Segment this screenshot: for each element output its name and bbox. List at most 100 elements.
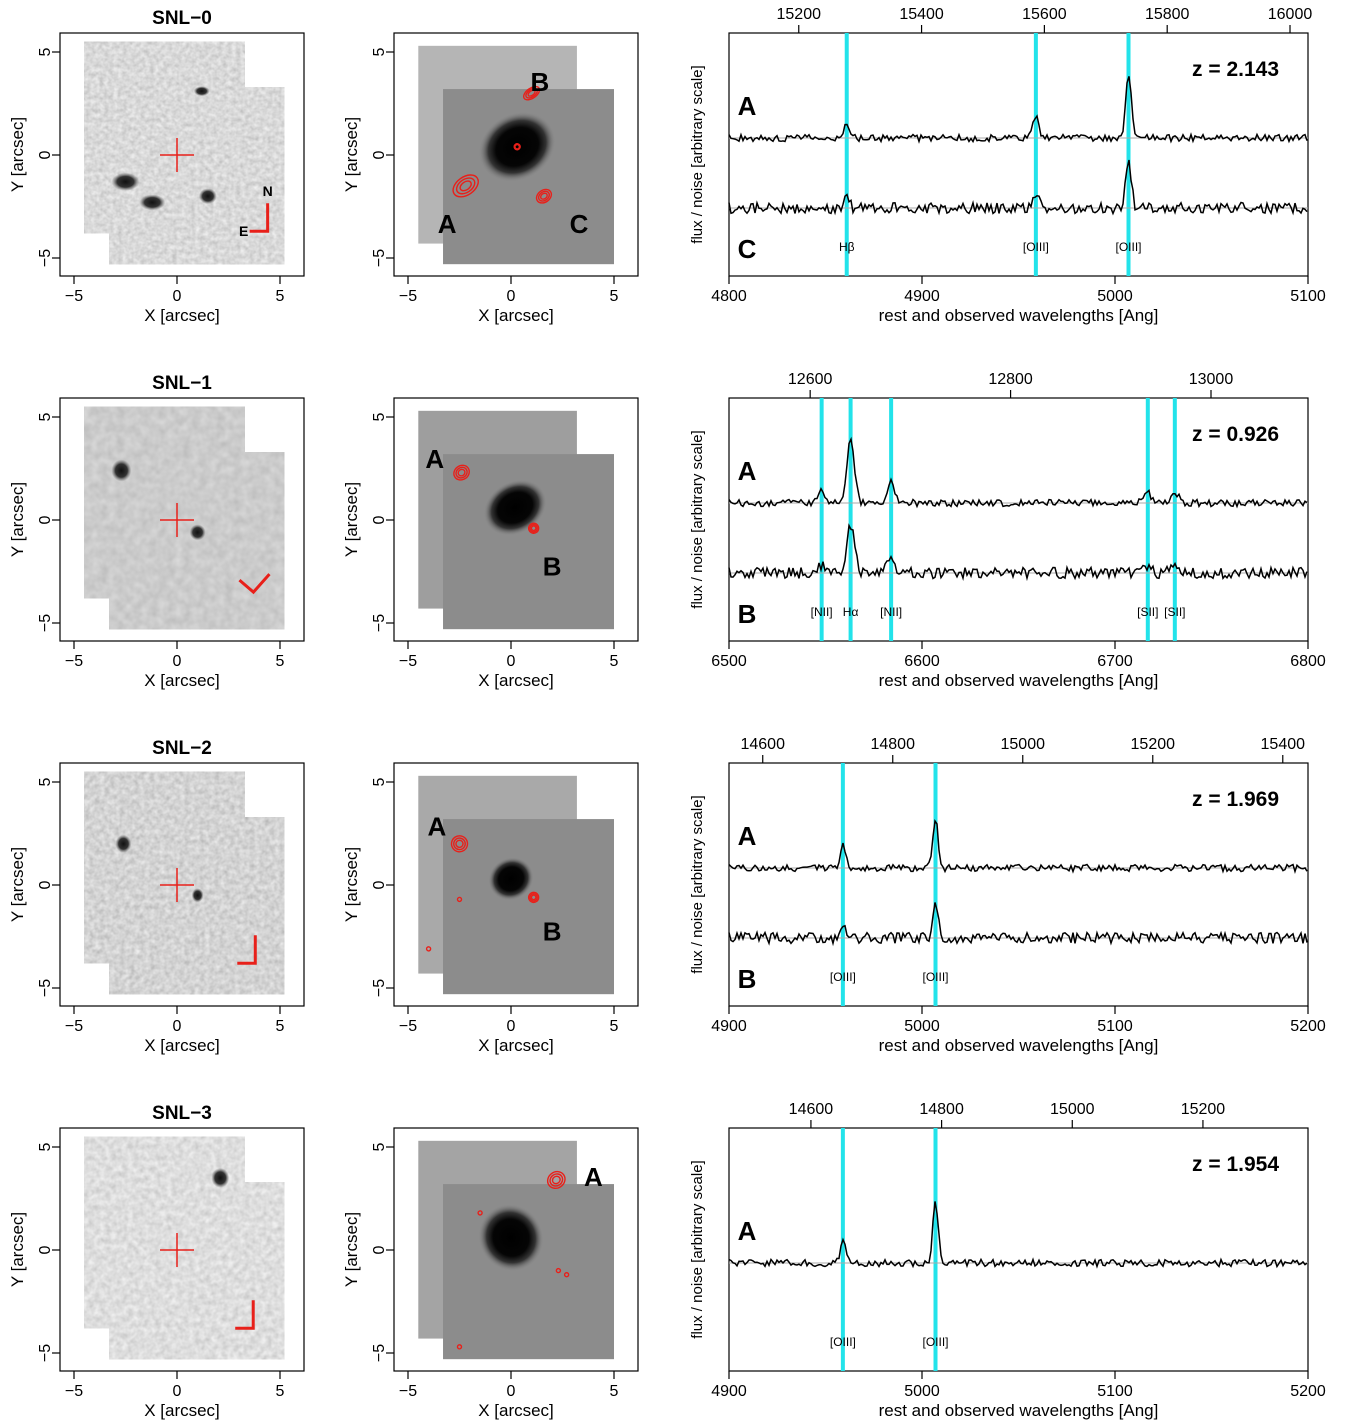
flux-contour (456, 896, 463, 903)
spectrum-trace (728, 1201, 1308, 1269)
spectrum-y-axis-label: flux / noise [arbitrary scale] (689, 65, 706, 243)
rest-tick-label: 5200 (1290, 1018, 1326, 1035)
sky-background (109, 87, 285, 265)
rest-tick-label: 5000 (1097, 288, 1133, 305)
x-tick-label: 0 (173, 1018, 182, 1035)
rest-tick-label: 6500 (711, 653, 747, 670)
image-panel-left-0: N E −5 −5 0 0 5 5 X [arcsec] Y [arcsec] SNL−0 (8, 8, 305, 325)
observed-tick-label: 13000 (1189, 371, 1234, 388)
flux-contour (537, 190, 550, 202)
redshift-label: z = 1.954 (1192, 1153, 1279, 1176)
spectrum-frame (728, 397, 1309, 642)
spectrum-x-axis-label: rest and observed wavelengths [Ang] (879, 671, 1159, 690)
y-tick-label: −5 (37, 249, 54, 267)
flux-contour (514, 143, 521, 150)
spectrum-panel-3: [OIII] [OIII] Az = 1.954 4900 5000 5100 5200 14… (689, 1101, 1326, 1420)
rest-tick-label: 4900 (711, 1018, 747, 1035)
flux-contour (529, 893, 538, 902)
emission-line-label: [OIII] (830, 970, 856, 984)
observed-tick-label: 12600 (788, 371, 833, 388)
redshift-label: z = 1.969 (1192, 788, 1279, 811)
flux-contour (455, 839, 464, 849)
rest-tick-label: 6600 (904, 653, 940, 670)
x-axis-label: X [arcsec] (144, 1401, 220, 1420)
observed-tick-label: 14600 (740, 736, 785, 753)
x-axis-label: X [arcsec] (144, 306, 220, 325)
image-label-A: A (584, 1162, 603, 1192)
x-tick-label: −5 (65, 288, 83, 305)
spectrum-y-axis-label: flux / noise [arbitrary scale] (689, 795, 706, 973)
y-tick-label: 0 (371, 515, 388, 524)
y-tick-label: 5 (371, 47, 388, 56)
flux-contour (425, 946, 432, 952)
flux-contour (540, 192, 548, 200)
spectrum-y-axis-label: flux / noise [arbitrary scale] (689, 1160, 706, 1338)
sky-background (109, 452, 285, 630)
spectrum-panel-1: [NII] Hα [NII] [SII] [SII] A Bz = 0.926 6500 660… (689, 371, 1326, 690)
rest-tick-label: 5100 (1097, 1018, 1133, 1035)
spectrum-frame (728, 1127, 1309, 1372)
rest-tick-label: 6800 (1290, 653, 1326, 670)
spectrum-label-A: A (738, 91, 757, 121)
y-axis-label: Y [arcsec] (342, 847, 361, 922)
y-tick-label: 0 (371, 1245, 388, 1254)
flux-contour (453, 464, 470, 481)
emission-line-label: [SII] (1137, 605, 1158, 619)
image-panel-right-3: A −5 −5 0 0 5 5 X [arcsec] Y [arcsec] (342, 1127, 639, 1420)
rest-tick-label: 5200 (1290, 1383, 1326, 1400)
spectrum-label-B: B (738, 964, 757, 994)
sky-background (443, 819, 614, 995)
observed-tick-label: 15000 (1050, 1101, 1095, 1118)
x-tick-label: 5 (276, 288, 285, 305)
emission-line-label: [NII] (811, 605, 833, 619)
lens-galaxy (478, 111, 556, 182)
lensed-image-feature (189, 524, 206, 541)
image-panel-left-2: −5 −5 0 0 5 5 X [arcsec] Y [arcsec] SNL−2 (8, 738, 305, 1055)
lens-galaxy (483, 479, 547, 536)
compass-north-label: N (263, 183, 273, 199)
x-tick-label: 5 (276, 1018, 285, 1035)
y-tick-label: −5 (371, 249, 388, 267)
x-tick-label: 0 (507, 1018, 516, 1035)
spectrum-trace (728, 159, 1308, 216)
flux-contour (457, 468, 466, 477)
x-tick-label: 0 (173, 653, 182, 670)
flux-contour (456, 1344, 463, 1350)
y-tick-label: 0 (37, 880, 54, 889)
rest-tick-label: 5100 (1290, 288, 1326, 305)
y-tick-label: 5 (37, 47, 54, 56)
compass-arrows (249, 203, 270, 233)
x-axis-label: X [arcsec] (478, 1036, 554, 1055)
emission-line-label: [OIII] (923, 1335, 949, 1349)
lensed-image-feature (139, 194, 166, 211)
y-tick-label: 5 (37, 412, 54, 421)
x-tick-label: −5 (399, 653, 417, 670)
x-tick-label: −5 (65, 1383, 83, 1400)
row-1: −5 −5 0 0 5 5 X [arcsec] Y [arcsec] SNL−1 A B −5 −5 0… (8, 371, 1326, 690)
rest-tick-label: 5000 (904, 1383, 940, 1400)
x-tick-label: 0 (173, 288, 182, 305)
y-tick-label: −5 (371, 979, 388, 997)
row-2: −5 −5 0 0 5 5 X [arcsec] Y [arcsec] SNL−2 A B −5 −5 0… (8, 736, 1326, 1055)
spectrum-x-axis-label: rest and observed wavelengths [Ang] (879, 306, 1159, 325)
spectrum-x-axis-label: rest and observed wavelengths [Ang] (879, 1036, 1159, 1055)
flux-contour (513, 143, 521, 151)
spectrum-frame (728, 32, 1309, 277)
observed-tick-label: 15200 (777, 6, 822, 23)
sky-background (443, 454, 614, 630)
y-axis-label: Y [arcsec] (8, 847, 27, 922)
rest-tick-label: 4800 (711, 288, 747, 305)
observed-tick-label: 15800 (1145, 6, 1190, 23)
spectrum-panel-2: [OIII] [OIII] A Bz = 1.969 4900 5000 5100 5200 1… (689, 736, 1326, 1055)
flux-contour (450, 835, 469, 853)
flux-contour (452, 174, 479, 198)
spectrum-y-axis-label: flux / noise [arbitrary scale] (689, 430, 706, 608)
flux-contour (555, 1267, 562, 1274)
y-tick-label: 0 (37, 515, 54, 524)
flux-contour (551, 1175, 561, 1185)
x-axis-label: X [arcsec] (144, 1036, 220, 1055)
emission-line-label: [OIII] (830, 1335, 856, 1349)
flux-contour (535, 188, 553, 204)
flux-contour (522, 85, 541, 101)
spectrum-label-C: C (738, 234, 757, 264)
